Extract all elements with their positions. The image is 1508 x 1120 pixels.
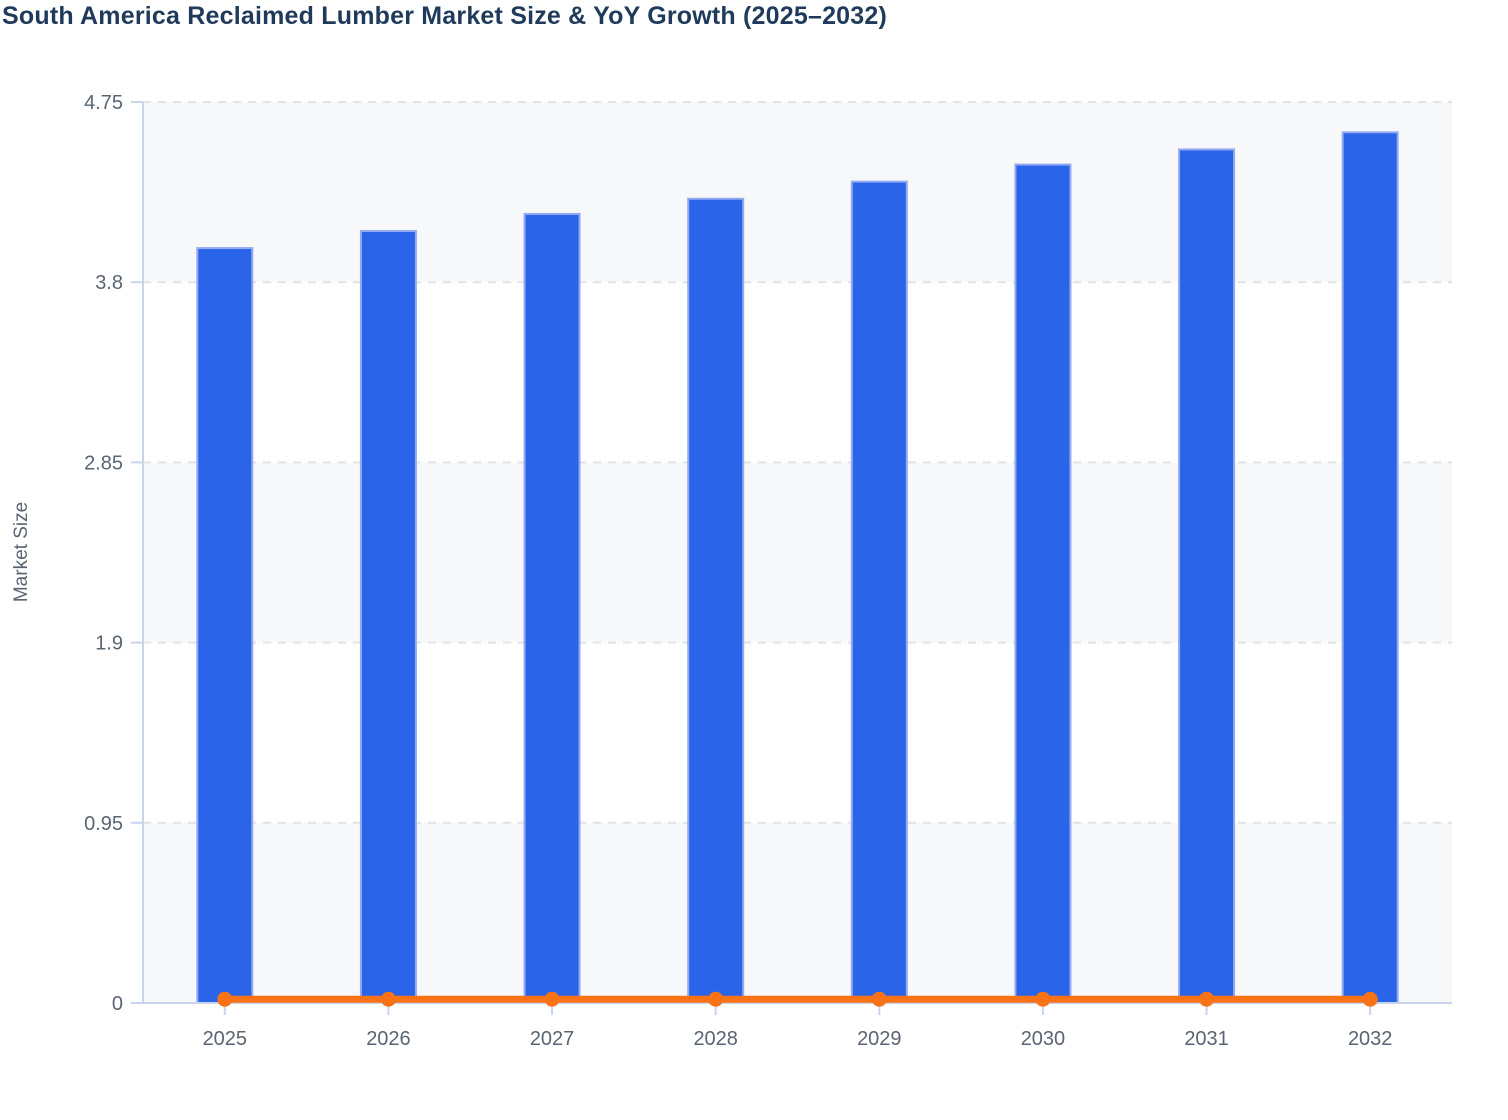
plot-band (143, 822, 1452, 1003)
yoy-growth-marker-2030 (1035, 991, 1051, 1007)
y-tick-label: 4.75 (84, 92, 123, 114)
bar-2025 (196, 247, 254, 1005)
y-tick-label: 3.8 (95, 272, 123, 294)
x-tick-label: 2029 (857, 1028, 902, 1050)
bar-2028 (687, 197, 745, 1004)
x-tick-label: 2026 (366, 1028, 411, 1050)
y-tick-label: 1.9 (95, 633, 123, 655)
bar-2032 (1341, 131, 1399, 1004)
x-tick-label: 2032 (1348, 1028, 1393, 1050)
yoy-growth-marker-2031 (1199, 991, 1215, 1007)
plot-band (143, 102, 1452, 283)
x-tick-label: 2028 (693, 1028, 738, 1050)
yoy-growth-marker-2028 (708, 991, 724, 1007)
x-tick-label: 2027 (530, 1028, 575, 1050)
yoy-growth-marker-2029 (871, 991, 887, 1007)
bar-2030 (1014, 163, 1072, 1005)
bar-2029 (850, 180, 908, 1005)
y-tick-label: 0.95 (84, 813, 123, 835)
y-tick-label: 0 (112, 993, 123, 1015)
x-tick-label: 2025 (203, 1028, 248, 1050)
yoy-growth-marker-2025 (217, 991, 233, 1007)
x-tick-label: 2030 (1021, 1028, 1066, 1050)
x-tick-label: 2031 (1184, 1028, 1229, 1050)
bar-2027 (523, 212, 581, 1004)
yoy-growth-marker-2026 (380, 991, 396, 1007)
bar-2031 (1178, 148, 1236, 1004)
yoy-growth-marker-2027 (544, 991, 560, 1007)
plot-band (143, 642, 1452, 823)
chart-title: South America Reclaimed Lumber Market Si… (2, 2, 888, 30)
plot-band (143, 462, 1452, 643)
bar-2026 (359, 229, 417, 1004)
plot-band (143, 282, 1452, 463)
yoy-growth-marker-2032 (1362, 991, 1378, 1007)
y-tick-label: 2.85 (84, 452, 123, 474)
